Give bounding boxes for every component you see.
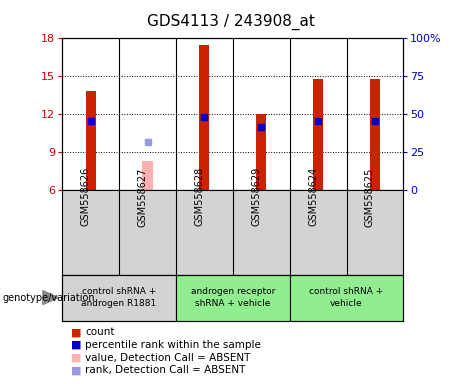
Polygon shape <box>43 291 59 305</box>
Text: GDS4113 / 243908_at: GDS4113 / 243908_at <box>147 13 314 30</box>
Bar <box>199 45 209 190</box>
Text: GSM558628: GSM558628 <box>195 167 204 227</box>
Bar <box>86 91 96 190</box>
Bar <box>142 161 153 190</box>
Text: ■: ■ <box>71 365 82 375</box>
Bar <box>313 79 323 190</box>
Bar <box>62 275 176 321</box>
Bar <box>256 114 266 190</box>
Text: GSM558626: GSM558626 <box>81 167 91 227</box>
Bar <box>370 79 380 190</box>
Text: genotype/variation: genotype/variation <box>2 293 95 303</box>
Text: rank, Detection Call = ABSENT: rank, Detection Call = ABSENT <box>85 365 246 375</box>
Text: percentile rank within the sample: percentile rank within the sample <box>85 340 261 350</box>
Text: GSM558624: GSM558624 <box>308 167 318 227</box>
Text: ■: ■ <box>71 327 82 337</box>
Text: GSM558627: GSM558627 <box>137 167 148 227</box>
Bar <box>176 275 290 321</box>
Text: GSM558629: GSM558629 <box>251 167 261 227</box>
Text: control shRNA +
vehicle: control shRNA + vehicle <box>309 287 384 308</box>
Text: androgen receptor
shRNA + vehicle: androgen receptor shRNA + vehicle <box>190 287 275 308</box>
Text: GSM558625: GSM558625 <box>365 167 375 227</box>
Text: value, Detection Call = ABSENT: value, Detection Call = ABSENT <box>85 353 251 362</box>
Text: control shRNA +
androgen R1881: control shRNA + androgen R1881 <box>82 287 157 308</box>
Text: ■: ■ <box>71 353 82 362</box>
Text: ■: ■ <box>71 340 82 350</box>
Bar <box>290 275 403 321</box>
Text: count: count <box>85 327 115 337</box>
